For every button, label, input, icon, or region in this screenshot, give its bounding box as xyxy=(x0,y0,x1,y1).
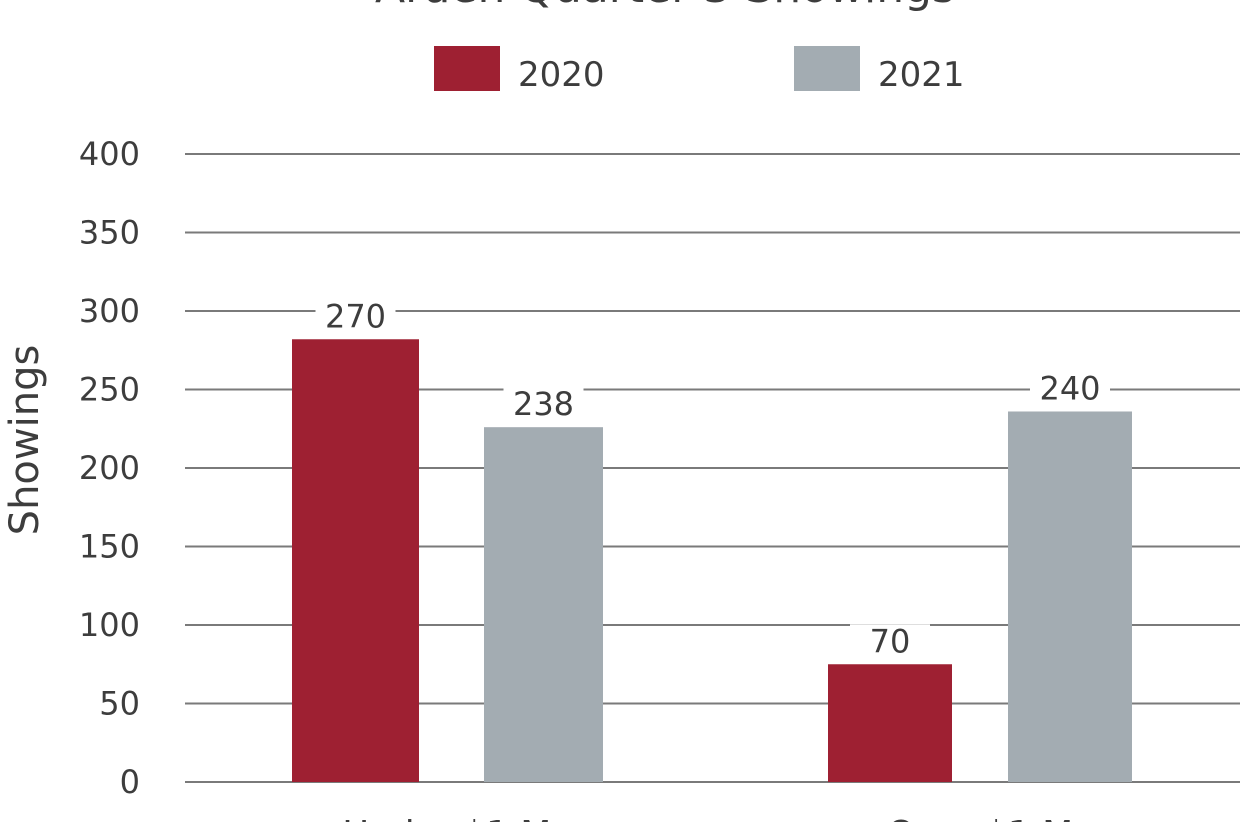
legend-swatch-2021 xyxy=(794,46,860,91)
y-axis-label: Showings xyxy=(2,345,48,536)
y-tick-label-350: 350 xyxy=(79,214,140,252)
bar-2020-1 xyxy=(828,664,952,782)
data-label-bg-2020-0 xyxy=(315,299,396,334)
bar-2021-1 xyxy=(1008,411,1132,782)
x-axis-categories: Under $1 M Over $1 M xyxy=(343,814,1074,822)
y-tick-label-50: 50 xyxy=(99,685,140,723)
bars xyxy=(292,339,1132,782)
y-axis-ticks: 0 50 100 150 200 250 300 350 400 xyxy=(79,135,140,801)
data-label-2020-0: 270 xyxy=(325,297,386,335)
y-tick-label-100: 100 xyxy=(79,606,140,644)
bar-2021-0 xyxy=(484,427,603,782)
x-category-label-0: Under $1 M xyxy=(343,814,552,822)
bar-2020-0 xyxy=(292,339,419,782)
data-label-2021-0: 238 xyxy=(513,385,574,423)
legend-label-2020: 2020 xyxy=(518,55,605,95)
data-label-bg-2020-1 xyxy=(850,624,930,659)
legend-label-2021: 2021 xyxy=(878,55,965,95)
x-category-label-1: Over $1 M xyxy=(887,814,1073,822)
y-tick-label-150: 150 xyxy=(79,528,140,566)
y-tick-label-400: 400 xyxy=(79,135,140,173)
data-label-bg-2021-1 xyxy=(1030,371,1110,406)
y-tick-label-250: 250 xyxy=(79,371,140,409)
data-label-2021-1: 240 xyxy=(1039,369,1100,407)
legend-swatch-2020 xyxy=(434,46,500,91)
data-labels: 270 238 70 240 xyxy=(315,297,1110,660)
y-tick-label-200: 200 xyxy=(79,449,140,487)
y-tick-label-300: 300 xyxy=(79,292,140,330)
data-label-bg-2021-0 xyxy=(503,387,584,422)
y-tick-label-0: 0 xyxy=(120,763,140,801)
legend: 2020 2021 xyxy=(434,46,965,95)
chart-title: Arden Quarter 3 Showings xyxy=(375,0,955,13)
data-label-2020-1: 70 xyxy=(870,622,911,660)
